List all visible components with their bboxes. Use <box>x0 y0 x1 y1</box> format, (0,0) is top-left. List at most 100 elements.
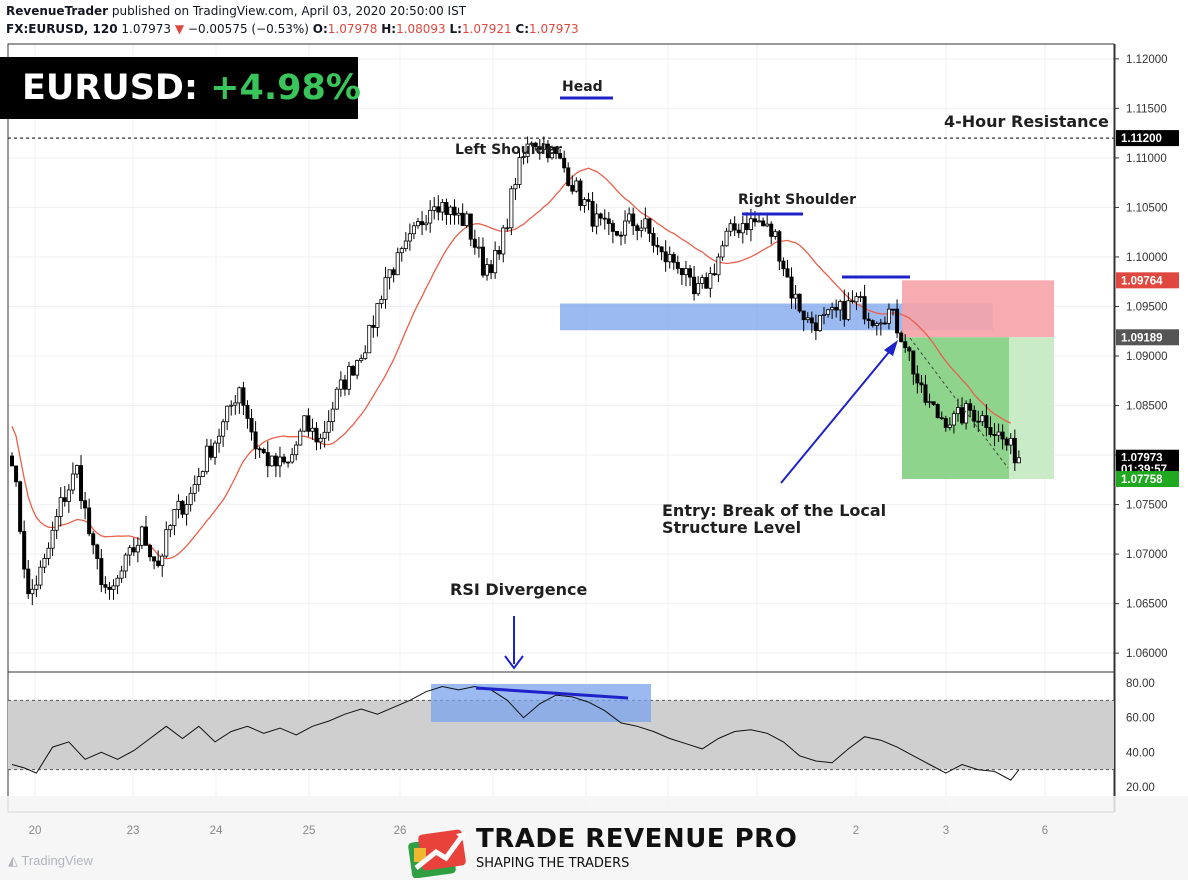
right-shoulder-label: Right Shoulder <box>738 192 856 208</box>
candle-body <box>160 555 165 566</box>
candle-body <box>521 156 526 158</box>
candle-body <box>38 566 43 586</box>
candle-body <box>143 526 148 546</box>
publish-text: published on TradingView.com, April 03, … <box>111 4 467 18</box>
candle-body <box>1016 457 1021 464</box>
candle-body <box>545 143 550 159</box>
candle-body <box>586 199 591 202</box>
candle-body <box>947 424 952 428</box>
candle-body <box>834 307 839 311</box>
rsi-level-label: 40.00 <box>1126 747 1155 759</box>
candle-body <box>249 417 254 433</box>
candle-body <box>891 308 896 311</box>
candle-body <box>537 146 542 150</box>
candle-body <box>602 217 607 220</box>
ohlc-legend: FX:EURUSD, 120 1.07973 ▼ −0.00575 (−0.53… <box>6 22 579 36</box>
author-name[interactable]: RevenueTrader <box>6 4 109 18</box>
close-value: 1.07973 <box>529 22 579 36</box>
candle-body <box>99 558 104 585</box>
candle-body <box>200 471 205 477</box>
time-tick-label: 6 <box>1042 825 1048 837</box>
candle-body <box>359 358 364 361</box>
trade-zones <box>8 137 1114 480</box>
price-tick-label: 1.11500 <box>1126 103 1167 115</box>
candle-body <box>667 254 672 263</box>
candle-body <box>830 307 835 311</box>
time-tick-label: 24 <box>210 825 223 837</box>
candle-body <box>411 225 416 235</box>
candle-body <box>452 206 457 216</box>
rsi-divergence-label: RSI Divergence <box>450 580 588 599</box>
candle-body <box>237 387 242 404</box>
candle-body <box>964 403 969 424</box>
price-label-box <box>1116 272 1179 289</box>
chart-annotations <box>504 96 1009 670</box>
candle-body <box>371 324 376 328</box>
candle-body <box>671 254 676 263</box>
down-arrow-icon: ▼ <box>174 22 185 36</box>
candle-body <box>399 248 404 254</box>
candle-body <box>517 157 522 185</box>
candle-body <box>549 146 554 159</box>
price-label-text: 1.07758 <box>1121 474 1163 486</box>
rsi-line <box>11 685 1020 781</box>
candle-body <box>322 431 327 439</box>
price-tick-label: 1.07000 <box>1126 549 1168 561</box>
last-price: 1.07973 <box>121 22 172 36</box>
price-change: −0.00575 (−0.53%) <box>187 22 309 36</box>
candle-body <box>870 320 875 326</box>
candle-body <box>911 350 916 375</box>
candle-body <box>679 268 684 276</box>
candle-body <box>675 261 680 269</box>
close-label: C: <box>515 22 530 36</box>
candle-body <box>610 223 615 232</box>
candle-body <box>26 568 31 595</box>
time-tick-label: 23 <box>127 825 140 837</box>
candle-body <box>728 223 733 232</box>
candle-body <box>951 413 956 426</box>
candle-body <box>724 230 729 247</box>
candle-body <box>533 142 538 148</box>
candle-body <box>878 322 883 325</box>
price-tick-label: 1.10500 <box>1126 202 1168 214</box>
candle-body <box>854 296 859 303</box>
price-axis: 1.12000 1.11500 1.11000 1.10500 1.10000 1.095… <box>7 43 1179 813</box>
time-tick-label: 26 <box>394 825 407 837</box>
candle-body <box>708 273 713 289</box>
tradingview-watermark[interactable]: ◭ TradingView <box>8 853 93 869</box>
brand-mark-icon <box>408 829 466 878</box>
candle-body <box>886 308 891 324</box>
candle-body <box>497 250 502 255</box>
candle-body <box>290 454 295 463</box>
candle-body <box>253 431 258 450</box>
candle-body <box>976 420 981 423</box>
candle-body <box>428 210 433 224</box>
candle-body <box>334 388 339 410</box>
candle-body <box>168 525 173 531</box>
candle-body <box>968 403 973 411</box>
candle-body <box>720 245 725 258</box>
candle-body <box>606 218 611 224</box>
candle-body <box>91 533 96 546</box>
candle-body <box>464 213 469 226</box>
candle-body <box>172 509 177 527</box>
candle-body <box>984 415 989 428</box>
candle-body <box>176 500 181 510</box>
candle-body <box>1008 437 1013 446</box>
candle-body <box>850 300 855 303</box>
candle-body <box>444 202 449 215</box>
candle-body <box>58 497 63 517</box>
candle-body <box>874 323 879 326</box>
candle-body <box>619 234 624 237</box>
candle-body <box>529 142 534 145</box>
candle-body <box>493 250 498 274</box>
candle-body <box>468 213 473 240</box>
candle-body <box>208 445 213 458</box>
candle-body <box>46 547 51 559</box>
candle-body <box>298 430 303 446</box>
candle-body <box>647 218 652 234</box>
candle-body <box>639 227 644 231</box>
candle-body <box>476 246 481 249</box>
candle-body <box>655 244 660 248</box>
